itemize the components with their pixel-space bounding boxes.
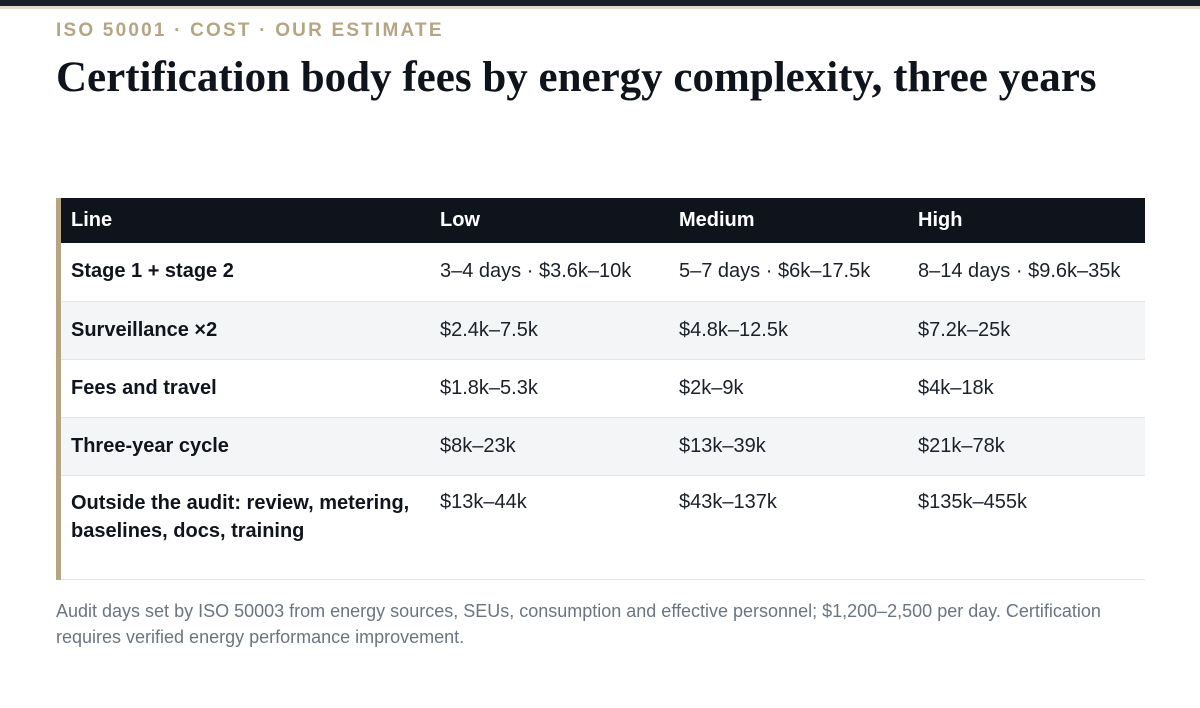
cell-high: $21k–78k	[918, 434, 1005, 457]
cell-high: $7.2k–25k	[918, 318, 1011, 341]
table-row: Stage 1 + stage 2 3–4 days · $3.6k–10k 5…	[61, 243, 1145, 301]
row-label: Outside the audit: review, metering, bas…	[71, 491, 410, 543]
table-row: Fees and travel $1.8k–5.3k $2k–9k $4k–18…	[61, 359, 1145, 417]
table-row: Outside the audit: review, metering, bas…	[61, 475, 1145, 579]
cell-medium: $43k–137k	[679, 490, 777, 513]
table-body: Stage 1 + stage 2 3–4 days · $3.6k–10k 5…	[61, 243, 1145, 579]
cell-high: $4k–18k	[918, 376, 994, 399]
page-title: Certification body fees by energy comple…	[56, 54, 1097, 101]
fee-table: Line Low Medium High Stage 1 + stage 2 3…	[61, 198, 1145, 580]
row-label: Stage 1 + stage 2	[71, 260, 234, 283]
top-rule-accent	[0, 6, 1200, 9]
table-row: Surveillance ×2 $2.4k–7.5k $4.8k–12.5k $…	[61, 301, 1145, 359]
row-label: Surveillance ×2	[71, 318, 218, 341]
cell-medium: 5–7 days · $6k–17.5k	[679, 260, 871, 283]
table-header: Line Low Medium High	[61, 198, 1145, 243]
cell-low: $2.4k–7.5k	[440, 318, 538, 341]
cell-low: $13k–44k	[440, 490, 527, 513]
footnote: Audit days set by ISO 50003 from energy …	[56, 601, 1101, 647]
cell-low: $1.8k–5.3k	[440, 376, 538, 399]
column-header-high: High	[918, 209, 963, 231]
top-rule	[0, 0, 1200, 6]
cell-high: $135k–455k	[918, 490, 1027, 513]
cell-medium: $2k–9k	[679, 376, 744, 399]
row-label: Three-year cycle	[71, 434, 229, 457]
table-row: Three-year cycle $8k–23k $13k–39k $21k–7…	[61, 417, 1145, 475]
cell-low: 3–4 days · $3.6k–10k	[440, 260, 632, 283]
cell-medium: $4.8k–12.5k	[679, 318, 788, 341]
cell-low: $8k–23k	[440, 434, 516, 457]
eyebrow: ISO 50001 · COST · OUR ESTIMATE	[56, 20, 444, 41]
fee-table-container: Line Low Medium High Stage 1 + stage 2 3…	[56, 198, 1150, 580]
column-header-medium: Medium	[679, 209, 755, 231]
column-header-line: Line	[71, 209, 113, 231]
column-header-low: Low	[440, 209, 480, 231]
row-label: Fees and travel	[71, 376, 217, 399]
cell-medium: $13k–39k	[679, 434, 766, 457]
cell-high: 8–14 days · $9.6k–35k	[918, 260, 1121, 283]
table-header-row: Line Low Medium High	[61, 198, 1145, 243]
